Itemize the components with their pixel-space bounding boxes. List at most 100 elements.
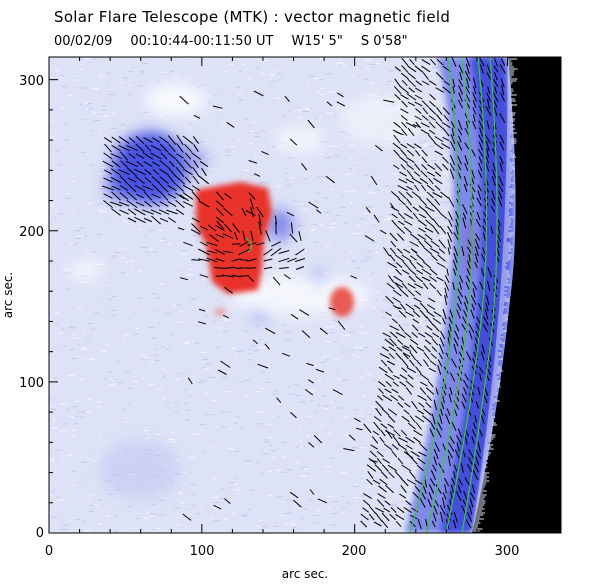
- field-vector: [414, 479, 423, 485]
- noise-dash: [85, 108, 89, 110]
- field-vector: [487, 280, 491, 292]
- noise-dash: [439, 319, 446, 321]
- field-vector: [257, 363, 269, 369]
- noise-dash: [189, 484, 197, 486]
- noise-dash: [140, 354, 147, 356]
- plot-frame: [48, 56, 562, 534]
- noise-dash: [342, 379, 348, 381]
- noise-dash: [418, 160, 422, 162]
- field-vector: [388, 408, 397, 416]
- noise-dash: [418, 153, 425, 155]
- field-vector: [486, 92, 491, 102]
- field-vector: [463, 184, 468, 192]
- y-tick-label: 0: [36, 526, 44, 541]
- field-vector: [463, 175, 468, 187]
- noise-dash: [340, 345, 343, 347]
- noise-dash: [270, 81, 275, 82]
- noise-dash: [284, 178, 290, 180]
- noise-dash: [282, 513, 289, 515]
- field-vector: [436, 428, 442, 438]
- field-vector: [384, 373, 395, 381]
- noise-dash: [137, 60, 141, 62]
- field-vector: [362, 499, 371, 507]
- field-vector: [168, 175, 176, 185]
- noise-dash: [242, 97, 245, 99]
- field-vector: [452, 281, 455, 291]
- noise-dash: [105, 345, 110, 346]
- noise-dash: [290, 522, 295, 524]
- noise-dash: [71, 358, 78, 360]
- noise-dash: [414, 474, 418, 476]
- field-vector: [402, 352, 411, 358]
- noise-dash: [293, 384, 299, 385]
- field-vector: [455, 324, 460, 332]
- field-vector: [362, 507, 370, 513]
- field-vector: [442, 492, 447, 500]
- field-vector: [471, 429, 476, 437]
- noise-dash: [238, 382, 242, 383]
- noise-dash: [420, 141, 424, 143]
- field-vector: [456, 303, 462, 311]
- noise-dash: [414, 149, 420, 151]
- noise-dash: [276, 186, 281, 187]
- noise-dash: [384, 310, 389, 312]
- field-vector: [500, 92, 506, 102]
- field-vector: [464, 142, 470, 150]
- field-vector: [379, 436, 385, 444]
- noise-dash: [313, 412, 317, 414]
- field-vector: [465, 63, 470, 75]
- noise-dash: [199, 508, 204, 510]
- noise-dash: [96, 203, 103, 205]
- field-vector: [487, 266, 492, 278]
- noise-dash: [227, 64, 234, 66]
- field-vector: [475, 218, 481, 228]
- noise-dash: [108, 284, 113, 286]
- field-vector: [467, 511, 473, 523]
- noise-dash: [290, 359, 293, 361]
- noise-dash: [83, 120, 88, 122]
- field-vector: [475, 456, 480, 466]
- field-vector: [400, 108, 409, 114]
- noise-dash: [441, 172, 448, 174]
- field-vector: [415, 366, 422, 374]
- field-vector: [125, 160, 139, 168]
- field-vector: [490, 198, 496, 206]
- field-vector: [411, 177, 422, 185]
- noise-dash: [353, 409, 360, 411]
- noise-dash: [434, 215, 437, 217]
- field-vector: [419, 442, 428, 452]
- field-vector: [458, 351, 465, 361]
- field-vector: [434, 171, 442, 177]
- field-vector: [400, 163, 406, 171]
- noise-dash: [250, 131, 255, 132]
- field-vector: [433, 205, 441, 213]
- field-vector: [366, 464, 377, 472]
- noise-dash: [304, 468, 308, 470]
- field-vector: [381, 471, 388, 479]
- field-vector: [492, 91, 499, 103]
- field-vector: [449, 387, 453, 395]
- field-vector: [443, 114, 450, 122]
- field-vector: [429, 484, 435, 494]
- field-vector: [151, 215, 161, 225]
- noise-dash: [80, 281, 88, 283]
- noise-dash: [334, 155, 340, 157]
- field-vector: [426, 310, 435, 318]
- field-vector: [120, 160, 128, 168]
- noise-dash: [389, 270, 395, 271]
- field-vector: [423, 247, 433, 255]
- field-vector: [472, 484, 476, 494]
- field-vector: [466, 260, 472, 270]
- noise-dash: [389, 70, 393, 72]
- noise-dash: [427, 146, 435, 148]
- field-vector: [398, 198, 407, 206]
- noise-dash: [234, 489, 241, 491]
- noise-dash: [158, 114, 165, 116]
- noise-dash: [420, 304, 423, 306]
- field-vector: [400, 128, 408, 136]
- noise-dash: [166, 371, 169, 373]
- field-vector: [429, 268, 438, 276]
- noise-dash: [183, 402, 189, 404]
- field-vector: [447, 247, 451, 255]
- field-vector: [307, 379, 314, 384]
